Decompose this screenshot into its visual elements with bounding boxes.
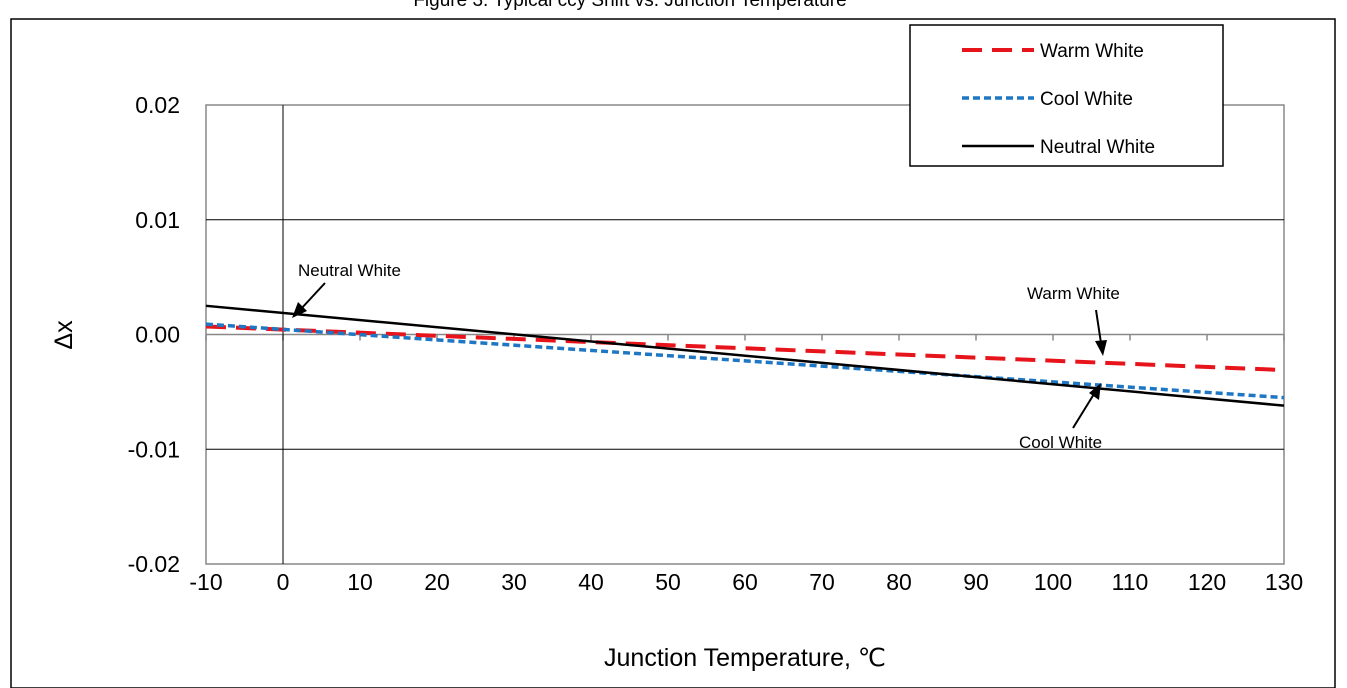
y-tick-label-3: -0.01 [128,436,180,462]
x-tick-label-13: 120 [1188,569,1226,595]
x-tick-label-7: 60 [732,569,758,595]
y-tick-labels: 0.02 0.01 0.00 -0.01 -0.02 [128,92,180,577]
x-tick-label-5: 40 [578,569,604,595]
y-tick-label-2: 0.00 [135,322,180,348]
x-tick-label-11: 100 [1034,569,1072,595]
y-tick-label-4: -0.02 [128,551,180,577]
chart-title: Figure 3. Typical ccy Shift vs. Junction… [413,0,846,11]
annotation-arrowhead-neutral-white [292,302,307,318]
x-tick-label-9: 80 [886,569,912,595]
legend-label-warm-white: Warm White [1040,41,1144,62]
x-tick-label-0: -10 [189,569,222,595]
x-tick-labels: -10 0 10 20 30 40 50 60 70 80 90 100 110 120 130 [189,569,1303,595]
x-tick-label-8: 70 [809,569,835,595]
legend: Warm White Cool White Neutral White [909,24,1224,167]
y-tick-label-1: 0.01 [135,207,180,233]
x-tick-label-10: 90 [963,569,989,595]
series-lines [205,304,1285,407]
annotation-arrow-cool-white [1072,393,1095,429]
annotation-arrowhead-cool-white [1089,383,1101,400]
legend-label-neutral-white: Neutral White [1040,137,1155,158]
annotation-arrow-neutral-white [299,282,326,311]
annotation-neutral-white: Neutral White [298,261,401,280]
y-axis-label: Δx [50,320,78,350]
y-tick-label-0: 0.02 [135,92,180,118]
x-tick-label-2: 10 [347,569,373,595]
x-tick-label-6: 50 [655,569,681,595]
annotation-cool-white: Cool White [1019,433,1102,452]
x-tick-label-1: 0 [277,569,290,595]
legend-label-cool-white: Cool White [1040,89,1133,110]
annotations: Neutral White Warm White Cool White [292,261,1120,452]
series-line-neutral-white [205,304,1285,407]
x-axis-label: Junction Temperature, ℃ [604,644,886,672]
annotation-arrowhead-warm-white [1095,340,1107,356]
series-line-cool-white [205,322,1285,400]
annotation-warm-white: Warm White [1027,284,1120,303]
x-tick-label-14: 130 [1265,569,1303,595]
annotation-arrow-warm-white [1095,309,1102,344]
x-tick-label-3: 20 [424,569,450,595]
x-tick-label-12: 110 [1112,569,1149,595]
x-tick-label-4: 30 [501,569,527,595]
